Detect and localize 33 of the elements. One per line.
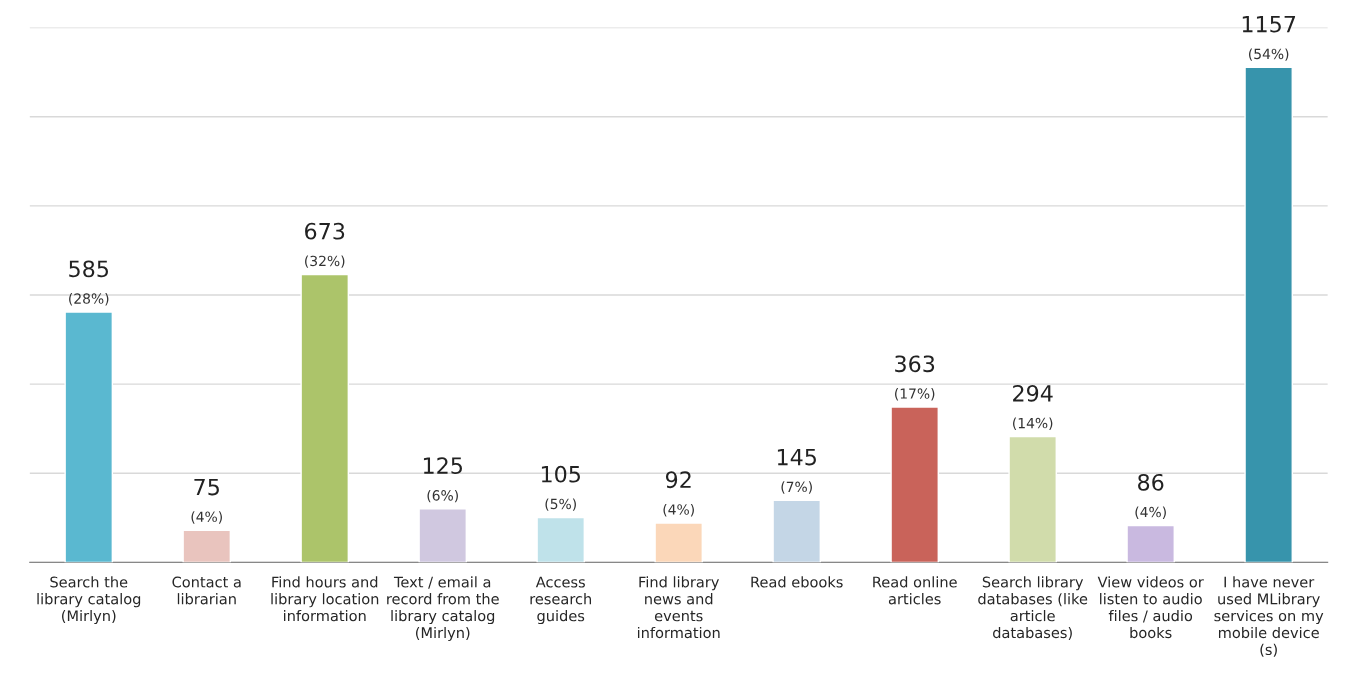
data-label: 673 (32%) bbox=[305, 222, 345, 268]
x-tick-label: I have never used MLibrary services on my mobile device (s) bbox=[1214, 576, 1324, 657]
bar bbox=[772, 499, 821, 563]
bar bbox=[536, 516, 586, 563]
data-label: 363 (17%) bbox=[895, 355, 935, 401]
bar bbox=[890, 406, 939, 563]
bar bbox=[1008, 435, 1057, 563]
x-tick-label: Read online articles bbox=[873, 576, 957, 605]
data-label: 1157 (54%) bbox=[1242, 16, 1296, 61]
bar bbox=[182, 529, 232, 563]
x-tick-label: Text / email a record from the library catalog (Mirlyn) bbox=[387, 576, 499, 642]
x-tick-label: Read ebooks bbox=[751, 576, 843, 588]
x-tick-label: Contact a librarian bbox=[172, 576, 241, 605]
bar bbox=[300, 273, 350, 563]
data-label: 92 (4%) bbox=[663, 471, 694, 517]
bar bbox=[64, 311, 114, 563]
bar bbox=[1126, 524, 1175, 563]
data-label: 105 (5%) bbox=[541, 465, 580, 511]
x-tick-label: Find hours and library location information bbox=[271, 576, 379, 622]
data-label: 125 (6%) bbox=[423, 457, 462, 503]
data-label: 86 (4%) bbox=[1135, 473, 1166, 519]
data-label: 585 (28%) bbox=[69, 260, 109, 306]
data-label: 75 (4%) bbox=[191, 478, 222, 524]
data-label: 145 (7%) bbox=[777, 448, 816, 494]
x-tick-label: Search the library catalog (Mirlyn) bbox=[37, 576, 141, 625]
data-label: 294 (14%) bbox=[1013, 384, 1053, 430]
bar bbox=[654, 522, 703, 563]
x-tick-label: Access research guides bbox=[530, 576, 592, 625]
x-tick-label: Search library databases (like article databases) bbox=[978, 576, 1088, 640]
x-tick-label: View videos or listen to audio files / audio books bbox=[1097, 576, 1204, 639]
bar bbox=[418, 508, 468, 563]
bar bbox=[1244, 66, 1293, 563]
x-tick-label: Find library news and events information bbox=[637, 576, 720, 639]
